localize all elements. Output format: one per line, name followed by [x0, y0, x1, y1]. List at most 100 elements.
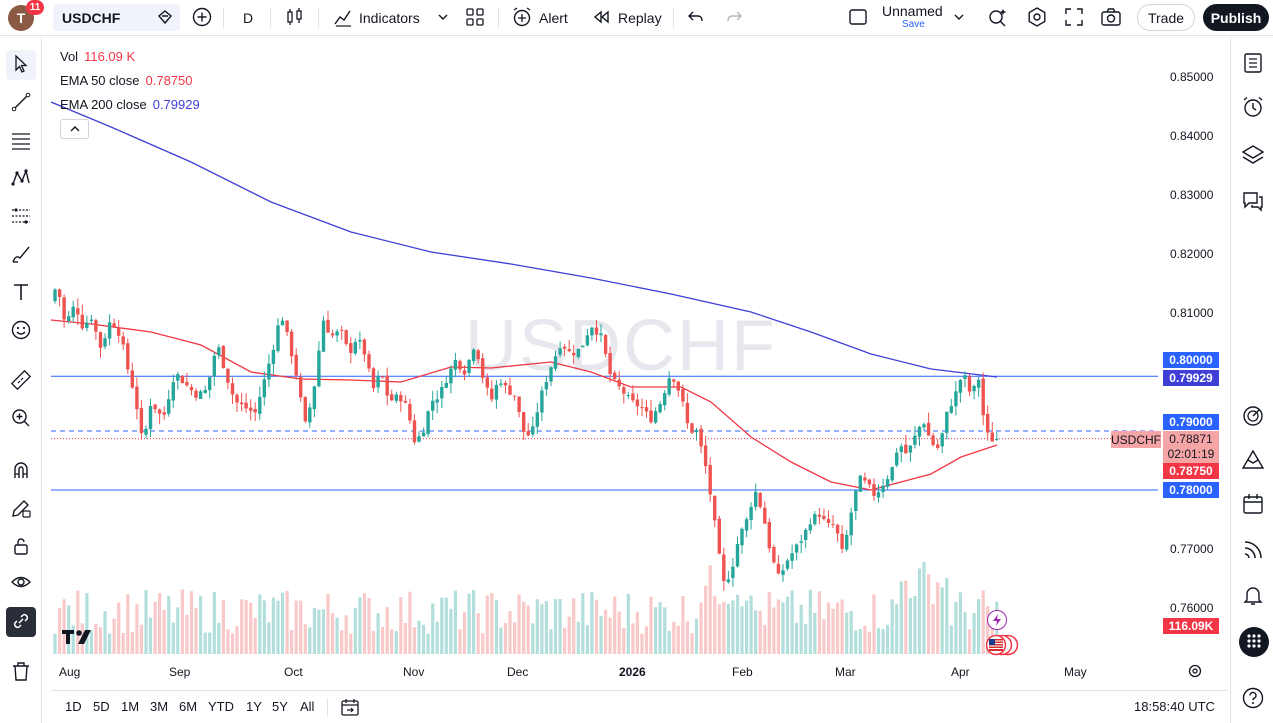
pattern-tool[interactable]	[6, 164, 36, 194]
layout-dropdown[interactable]	[953, 4, 965, 32]
lock-drawings-tool[interactable]	[6, 532, 36, 562]
candle-body	[226, 368, 230, 383]
us-flag-event-icon[interactable]	[985, 634, 1020, 659]
magnet-tool[interactable]	[6, 456, 36, 486]
cursor-tool[interactable]	[6, 50, 36, 80]
candle-body	[385, 375, 389, 396]
volume-bar	[972, 613, 976, 654]
brush-tool[interactable]	[6, 240, 36, 270]
chats-button[interactable]	[1239, 188, 1267, 216]
publish-button[interactable]: Publish	[1203, 4, 1269, 31]
compare-symbol-button[interactable]	[191, 4, 213, 32]
volume-bar	[945, 578, 949, 654]
range-5y[interactable]: 5Y	[272, 699, 288, 714]
calendar-button[interactable]	[1239, 491, 1267, 519]
indicators-dropdown[interactable]	[437, 4, 449, 32]
layout-checkbox[interactable]	[848, 4, 868, 32]
technicals-button[interactable]	[1239, 403, 1267, 431]
stay-drawing-tool[interactable]	[6, 494, 36, 524]
lightning-icon[interactable]	[987, 610, 1007, 630]
sync-drawings-tool[interactable]	[6, 607, 36, 637]
candle-body	[76, 308, 80, 315]
range-3m[interactable]: 3M	[150, 699, 169, 714]
alerts-button[interactable]	[1239, 94, 1267, 122]
legend-ema200[interactable]: EMA 200 close 0.79929	[60, 97, 200, 112]
candle-body	[494, 384, 499, 400]
replay-button[interactable]: Replay	[592, 4, 662, 32]
chart-type-button[interactable]	[284, 4, 306, 32]
range-ytd[interactable]: YTD	[208, 699, 234, 714]
price-axis[interactable]: 0.85000 0.84000 0.83000 0.82000 0.81000 …	[1111, 42, 1228, 660]
candle-body	[986, 413, 990, 433]
range-1y[interactable]: 1Y	[246, 699, 262, 714]
legend-volume[interactable]: Vol 116.09 K	[60, 49, 136, 64]
volume-bar	[699, 602, 703, 654]
volume-bar	[403, 623, 407, 654]
screenshot-button[interactable]	[1100, 4, 1122, 32]
indicators-button[interactable]: Indicators	[333, 4, 420, 32]
date-range-button[interactable]	[340, 697, 360, 720]
range-all[interactable]: All	[300, 699, 315, 714]
chart-pane[interactable]	[50, 42, 1158, 660]
dots-grid-icon	[1246, 633, 1262, 652]
volume-bar	[754, 610, 758, 654]
help-button[interactable]	[1239, 685, 1267, 713]
remove-drawings-tool[interactable]	[6, 657, 36, 687]
candle-body	[785, 560, 790, 569]
hide-drawings-tool[interactable]	[6, 568, 36, 598]
trade-button[interactable]: Trade	[1137, 4, 1195, 31]
candle-body	[194, 390, 198, 398]
volume-bar	[399, 597, 403, 654]
news-button[interactable]	[1239, 537, 1267, 565]
zoom-tool[interactable]	[6, 404, 36, 434]
apps-button[interactable]	[1239, 627, 1269, 657]
volume-bar	[813, 612, 817, 654]
horizontal-lines-tool[interactable]	[6, 126, 36, 156]
zigzag-icon	[10, 167, 32, 192]
notifications-button[interactable]	[1239, 582, 1267, 610]
diamond-icon[interactable]	[157, 9, 173, 28]
emoji-tool[interactable]	[6, 316, 36, 346]
volume-bar	[940, 587, 944, 654]
range-1m[interactable]: 1M	[121, 699, 140, 714]
settings-button[interactable]	[1026, 4, 1048, 32]
candle-body	[503, 382, 508, 386]
candle-body	[781, 570, 785, 575]
alert-button[interactable]: Alert	[511, 4, 568, 32]
candle-body	[353, 341, 357, 354]
candle-body	[794, 544, 799, 553]
text-tool[interactable]	[6, 278, 36, 308]
price-chart[interactable]	[50, 42, 1158, 660]
symbol-search[interactable]: USDCHF	[53, 4, 180, 31]
object-tree-button[interactable]	[1239, 142, 1267, 170]
legend-collapse-button[interactable]	[60, 119, 89, 139]
legend-ema50[interactable]: EMA 50 close 0.78750	[60, 73, 193, 88]
time-axis[interactable]: Aug Sep Oct Nov Dec 2026 Feb Mar Apr May	[51, 660, 1158, 682]
ideas-button[interactable]	[1239, 447, 1267, 475]
candle-body	[808, 524, 812, 531]
range-6m[interactable]: 6M	[179, 699, 198, 714]
interval-button[interactable]: D	[243, 10, 254, 26]
redo-button[interactable]	[725, 4, 743, 32]
undo-button[interactable]	[687, 4, 705, 32]
watchlist-button[interactable]	[1239, 50, 1267, 78]
quick-search-button[interactable]	[987, 4, 1009, 32]
candle-body	[772, 547, 776, 563]
volume-bar	[162, 609, 166, 654]
candle-body	[85, 322, 89, 329]
layouts-button[interactable]	[465, 4, 485, 32]
axis-settings-button[interactable]	[1187, 663, 1203, 682]
forecast-tool[interactable]	[6, 202, 36, 232]
layout-name-button[interactable]: Unnamed Save	[882, 3, 943, 30]
volume-bar	[904, 580, 908, 654]
trend-line-tool[interactable]	[6, 88, 36, 118]
volume-bar	[312, 607, 316, 654]
utc-clock[interactable]: 18:58:40 UTC	[1134, 699, 1215, 714]
range-5d[interactable]: 5D	[93, 699, 110, 714]
fullscreen-button[interactable]	[1064, 4, 1084, 32]
tradingview-logo[interactable]	[62, 628, 96, 649]
candle-body	[362, 339, 367, 355]
candle-body	[330, 333, 335, 336]
measure-tool[interactable]	[6, 366, 36, 396]
range-1d[interactable]: 1D	[65, 699, 82, 714]
